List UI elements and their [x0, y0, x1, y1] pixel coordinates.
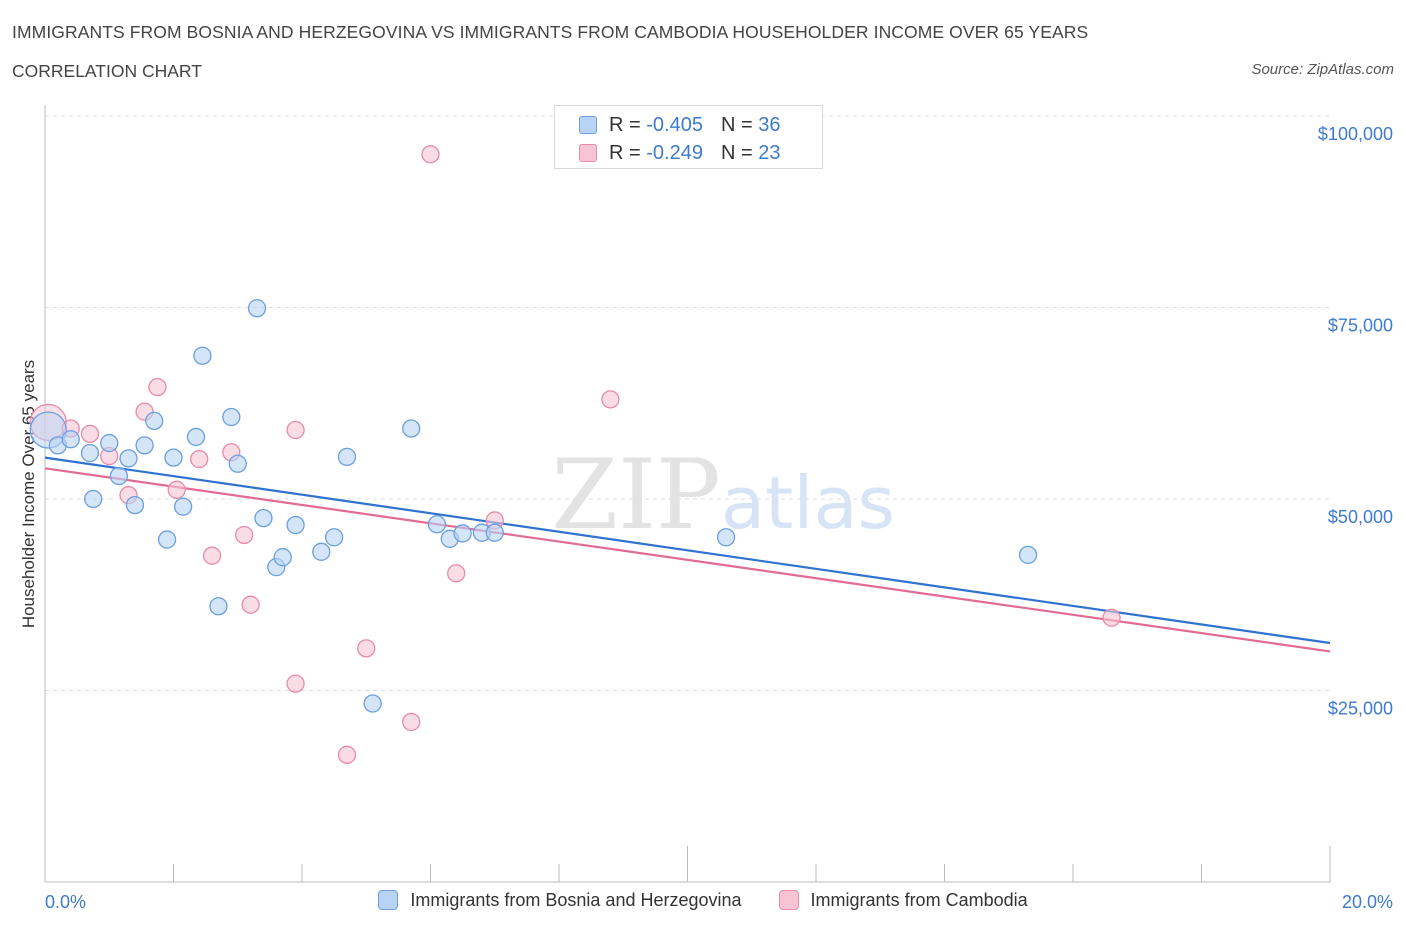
data-point-cambodia [241, 595, 260, 614]
watermark-atlas: atlas [721, 461, 895, 545]
y-axis-label: Householder Income Over 65 years [19, 360, 38, 628]
data-point-bosnia [157, 530, 177, 549]
n-value: 23 [758, 142, 781, 164]
data-point-bosnia [109, 466, 129, 486]
data-point-bosnia [427, 515, 447, 534]
data-point-bosnia [254, 508, 273, 528]
data-point-bosnia [453, 524, 472, 543]
r-value: -0.405 [646, 114, 703, 136]
data-point-bosnia [125, 495, 145, 515]
legend-swatch-pink [778, 890, 799, 910]
data-point-bosnia [135, 436, 154, 455]
data-point-bosnia [80, 443, 100, 463]
data-point-bosnia [84, 489, 103, 509]
data-point-cambodia [402, 712, 421, 732]
data-point-bosnia [119, 449, 138, 468]
legend-label-cambodia: Immigrants from Cambodia [810, 890, 1028, 910]
series-legend: Immigrants from Bosnia and Herzegovina I… [0, 890, 1406, 911]
legend-swatch-pink [579, 144, 597, 162]
data-point-bosnia [100, 433, 119, 453]
x-tick-label-min: 0.0% [45, 892, 86, 912]
data-point-bosnia [222, 407, 241, 427]
data-point-cambodia [357, 639, 376, 658]
data-point-bosnia [145, 411, 164, 430]
stats-legend: R = -0.405 N = 36 R = -0.249 N = 23 [554, 105, 823, 169]
data-point-bosnia [312, 542, 331, 561]
data-point-cambodia [337, 745, 357, 764]
data-point-bosnia [164, 448, 183, 467]
data-point-cambodia [148, 377, 167, 397]
data-point-bosnia [61, 430, 80, 449]
data-point-cambodia [286, 420, 305, 440]
r-value: -0.249 [646, 142, 703, 164]
legend-item-cambodia[interactable]: Immigrants from Cambodia [778, 890, 1028, 911]
y-tick-label: $25,000 [1328, 698, 1393, 718]
data-point-bosnia [1018, 545, 1038, 565]
grid-lines [45, 115, 1330, 691]
chart-title: IMMIGRANTS FROM BOSNIA AND HERZEGOVINA V… [12, 22, 1089, 42]
n-label: N = [720, 114, 759, 136]
watermark: ZIP atlas [551, 439, 895, 551]
legend-swatch-blue [378, 890, 399, 910]
y-tick-label: $75,000 [1328, 315, 1393, 335]
data-point-bosnia [337, 447, 357, 466]
data-point-bosnia [324, 528, 344, 547]
data-point-cambodia [190, 449, 209, 469]
stats-legend-row-bosnia: R = -0.405 N = 36 [579, 114, 780, 137]
watermark-zip: ZIP [551, 439, 720, 551]
stats-legend-row-cambodia: R = -0.249 N = 23 [579, 142, 780, 165]
data-point-bosnia [273, 548, 292, 567]
data-point-bosnia [363, 694, 382, 713]
data-point-bosnia [716, 528, 736, 547]
data-point-cambodia [286, 674, 305, 693]
data-point-cambodia [601, 390, 620, 409]
data-point-cambodia [202, 546, 222, 565]
axes [44, 105, 1331, 883]
data-point-cambodia [447, 564, 466, 583]
data-point-cambodia [1102, 608, 1121, 627]
n-label: N = [720, 142, 759, 164]
data-point-bosnia [247, 299, 267, 318]
source-label: Source: ZipAtlas.com [1251, 61, 1394, 78]
legend-item-bosnia[interactable]: Immigrants from Bosnia and Herzegovina [378, 890, 742, 911]
r-label: R = [609, 142, 647, 164]
y-tick-labels: $100,000 $75,000 $50,000 $25,000 [1318, 124, 1393, 719]
data-point-bosnia [209, 597, 228, 616]
data-points [29, 145, 1121, 764]
y-tick-label: $50,000 [1328, 507, 1393, 527]
data-point-bosnia [186, 427, 206, 447]
data-point-cambodia [167, 480, 186, 499]
data-point-bosnia [402, 419, 421, 438]
data-point-bosnia [485, 523, 504, 542]
data-point-bosnia [193, 346, 212, 365]
data-point-cambodia [421, 145, 440, 164]
n-value: 36 [758, 114, 781, 136]
data-point-bosnia [286, 515, 305, 535]
x-tick-label-max: 20.0% [1342, 892, 1393, 912]
legend-swatch-blue [579, 116, 597, 134]
y-tick-label: $100,000 [1318, 124, 1393, 144]
data-point-bosnia [228, 454, 247, 473]
chart-subtitle: CORRELATION CHART [12, 61, 202, 81]
data-point-bosnia [173, 497, 193, 516]
data-point-cambodia [80, 424, 100, 444]
r-label: R = [609, 114, 647, 136]
data-point-cambodia [235, 525, 254, 545]
legend-label-bosnia: Immigrants from Bosnia and Herzegovina [410, 890, 742, 910]
